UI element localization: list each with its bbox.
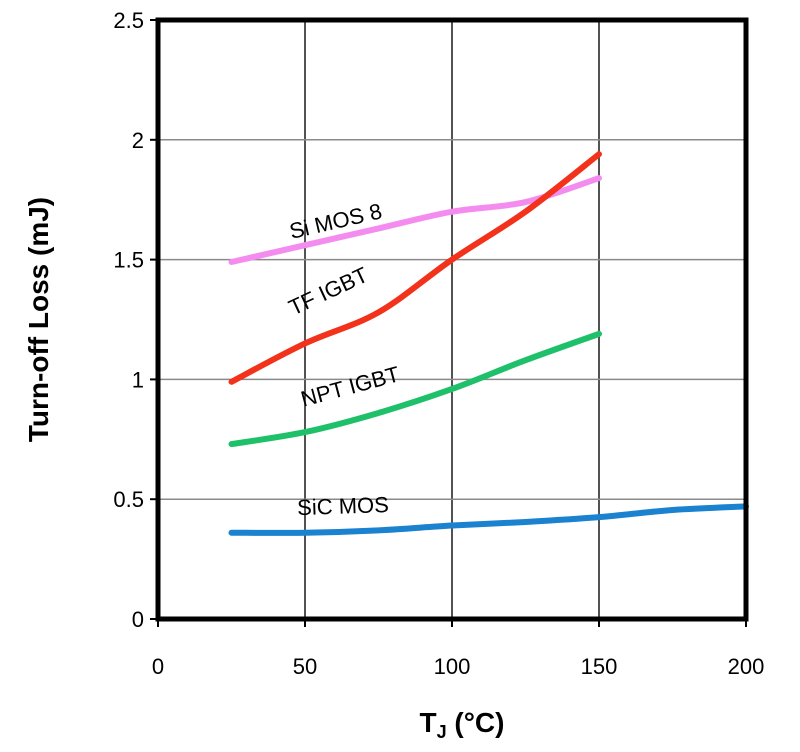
y-tick-label: 1.5 [113, 248, 144, 273]
y-tick-label: 2 [132, 128, 144, 153]
x-axis-title: TJ (°C) [420, 707, 505, 742]
x-tick-label: 150 [581, 654, 618, 679]
series-label-sic-mos: SiC MOS [297, 492, 390, 520]
x-tick-label: 0 [152, 654, 164, 679]
grid-lines [158, 20, 746, 619]
y-axis-title: Turn-off Loss (mJ) [23, 197, 54, 442]
y-tick-label: 1 [132, 367, 144, 392]
series-label-tf-igbt: TF IGBT [285, 262, 372, 320]
x-tick-label: 100 [434, 654, 471, 679]
y-tick-label: 0 [132, 607, 144, 632]
x-axis-title-subscript: J [437, 722, 447, 742]
x-axis-title-main: T [420, 707, 437, 738]
series-line-npt-igbt [228, 330, 602, 448]
x-axis-ticks: 0 50 100 150 200 [152, 619, 764, 679]
series-line-si-mos-8 [228, 175, 602, 265]
series-label-npt-igbt: NPT IGBT [298, 361, 402, 411]
series-line-sic-mos [228, 503, 749, 536]
series-line-tf-igbt [228, 151, 602, 385]
y-tick-label: 2.5 [113, 8, 144, 33]
x-axis-title-unit: (°C) [447, 707, 505, 738]
x-tick-label: 200 [728, 654, 765, 679]
x-tick-label: 50 [293, 654, 317, 679]
series-lines [228, 151, 749, 536]
y-axis-ticks: 0 0.5 1 1.5 2 2.5 [113, 8, 158, 632]
y-tick-label: 0.5 [113, 487, 144, 512]
